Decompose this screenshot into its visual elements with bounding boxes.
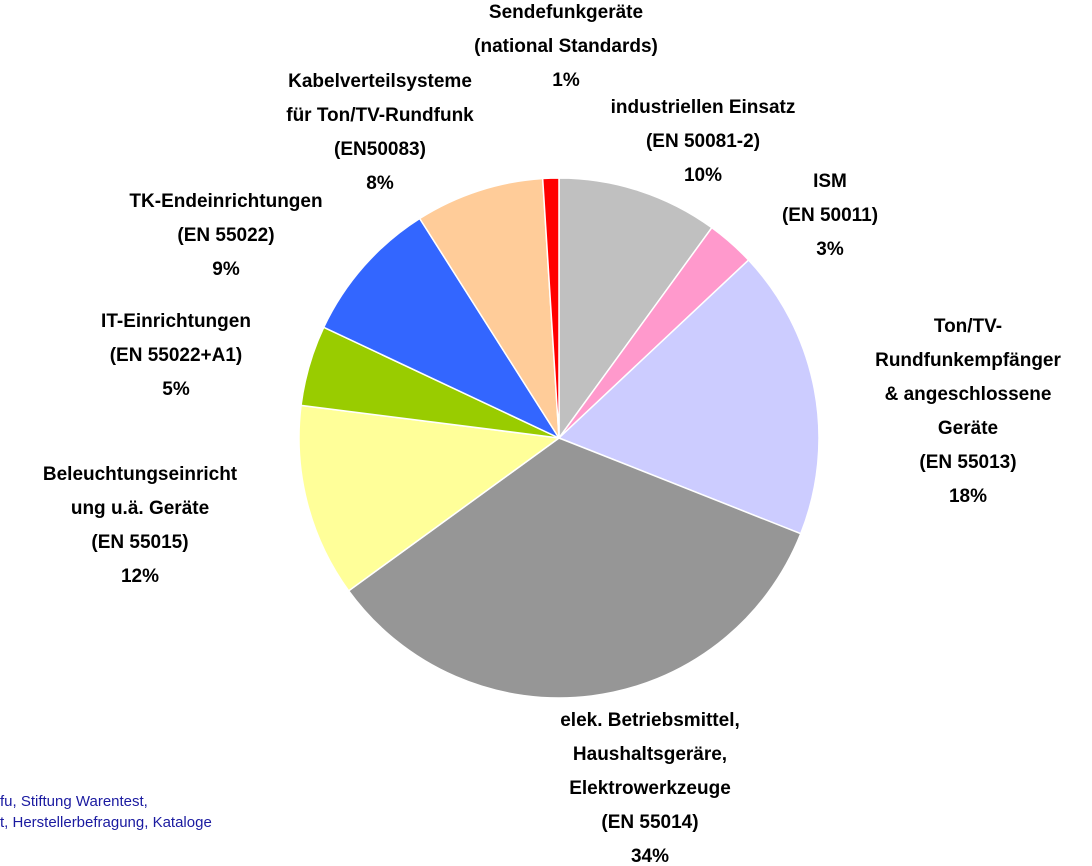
pie-slice [541, 177, 560, 439]
slice-label-line: (EN 50081-2) [646, 131, 760, 152]
value-label: 18% [949, 486, 987, 507]
value-label: 9% [212, 259, 240, 280]
slice-label-line: elek. Betriebsmittel, [560, 710, 740, 731]
pie-slice [557, 258, 820, 535]
value-label: 3% [816, 239, 844, 260]
slice-label-line: (EN 55014) [601, 812, 698, 833]
slice-label-line: & angeschlossene [885, 384, 1052, 405]
slice-label-line: Kabelverteilsysteme [288, 71, 472, 92]
slice-label-line: ISM [813, 171, 847, 192]
value-label: 8% [366, 173, 394, 194]
slice-label-line: (EN 55015) [91, 532, 188, 553]
slice-label: ISM (EN 50011) [782, 171, 878, 226]
slice-label: TK-Endeinrichtungen (EN 55022) [129, 191, 322, 246]
pie-slice [558, 177, 713, 441]
slice-label: industriellen Einsatz (EN 50081-2) [611, 97, 796, 152]
slice-label-line: Elektrowerkzeuge [569, 778, 731, 799]
pie-slice [418, 177, 560, 439]
slice-label-line: ung u.ä. Geräte [71, 498, 209, 519]
source-note: t, Herstellerbefragung, Kataloge [0, 814, 212, 831]
slice-label-line: (national Standards) [474, 36, 658, 57]
slice-label-line: (EN 55022+A1) [110, 345, 243, 366]
slice-label-line: (EN 55022) [177, 225, 274, 246]
value-label: 12% [121, 566, 159, 587]
slice-label-line: Ton/TV- [934, 316, 1002, 337]
slice-label-line: für Ton/TV-Rundfunk [286, 105, 474, 126]
slice-label-line: industriellen Einsatz [611, 97, 796, 118]
pie-slice [298, 404, 561, 592]
source-note: fu, Stiftung Warentest, [0, 793, 148, 810]
value-label: 10% [684, 165, 722, 186]
pie-slice [322, 217, 562, 440]
pie-slice [347, 437, 802, 699]
value-label: 1% [552, 70, 580, 91]
slice-label-line: (EN 55013) [919, 452, 1016, 473]
value-label: 5% [162, 379, 190, 400]
slice-label: IT-Einrichtungen (EN 55022+A1) [101, 311, 251, 366]
slice-label: Sendefunkgeräte (national Standards) [474, 2, 658, 57]
slice-label-line: Haushaltsgeräre, [573, 744, 727, 765]
slice-label-line: (EN 50011) [782, 205, 878, 226]
slice-label-line: TK-Endeinrichtungen [129, 191, 322, 212]
slice-label: Ton/TV- Rundfunkempfänger & angeschlossene… [875, 316, 1061, 473]
slice-label-line: IT-Einrichtungen [101, 311, 251, 332]
slice-label: Kabelverteilsysteme für Ton/TV-Rundfunk (E… [286, 71, 474, 160]
slice-label: Beleuchtungseinricht ung u.ä. Geräte (EN 5… [43, 464, 238, 553]
slice-label-line: Geräte [938, 418, 998, 439]
slice-label-line: Beleuchtungseinricht [43, 464, 238, 485]
slice-label-line: (EN50083) [334, 139, 426, 160]
slice-label-line: Rundfunkempfänger [875, 350, 1061, 371]
slice-label-line: Sendefunkgeräte [489, 2, 643, 23]
slice-label: elek. Betriebsmittel, Haushaltsgeräre, Ele… [560, 710, 740, 833]
value-label: 34% [631, 846, 669, 866]
